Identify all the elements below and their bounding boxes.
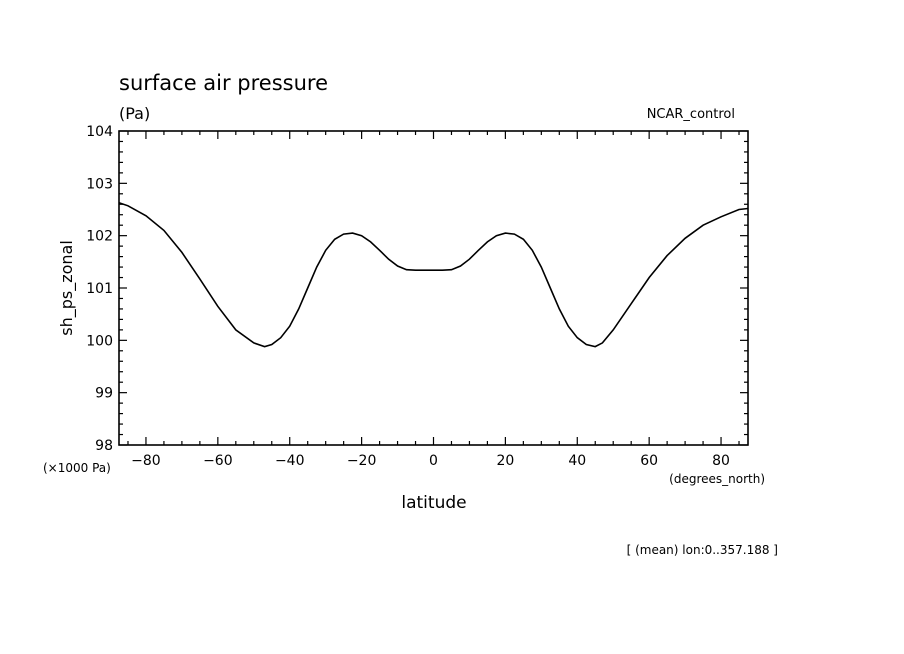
y-tick-label: 103 bbox=[86, 176, 113, 192]
x-units-note: (degrees_north) bbox=[669, 472, 765, 486]
series-line-ps-zonal bbox=[118, 201, 749, 348]
y-scale-note: (×1000 Pa) bbox=[43, 461, 111, 475]
y-tick-label: 98 bbox=[95, 438, 113, 454]
y-tick-label: 102 bbox=[86, 229, 113, 245]
plot-frame bbox=[118, 130, 749, 446]
axis-ticks bbox=[119, 130, 748, 446]
x-axis-label: latitude bbox=[401, 493, 466, 513]
y-tick-label: 101 bbox=[86, 281, 113, 297]
x-tick-label: 20 bbox=[496, 453, 514, 469]
y-tick-label: 100 bbox=[86, 333, 113, 349]
x-tick-label: −20 bbox=[347, 453, 377, 469]
y-tick-label: 99 bbox=[95, 386, 113, 402]
x-tick-label: −60 bbox=[203, 453, 233, 469]
units-label: (Pa) bbox=[119, 104, 150, 123]
run-label: NCAR_control bbox=[647, 107, 735, 122]
y-tick-label: 104 bbox=[86, 124, 113, 140]
footer-note: [ (mean) lon:0..357.188 ] bbox=[627, 543, 778, 557]
x-tick-label: 40 bbox=[568, 453, 586, 469]
x-tick-label: 60 bbox=[640, 453, 658, 469]
x-tick-label: 80 bbox=[712, 453, 730, 469]
chart-title: surface air pressure bbox=[119, 71, 328, 95]
tick-labels: −80 −60 −40 −20 0 20 40 60 80 98 99 100 101 102 103 104 bbox=[86, 124, 730, 469]
x-tick-label: −80 bbox=[131, 453, 161, 469]
y-axis-label: sh_ps_zonal bbox=[57, 240, 77, 336]
x-tick-label: 0 bbox=[429, 453, 438, 469]
x-tick-label: −40 bbox=[275, 453, 305, 469]
